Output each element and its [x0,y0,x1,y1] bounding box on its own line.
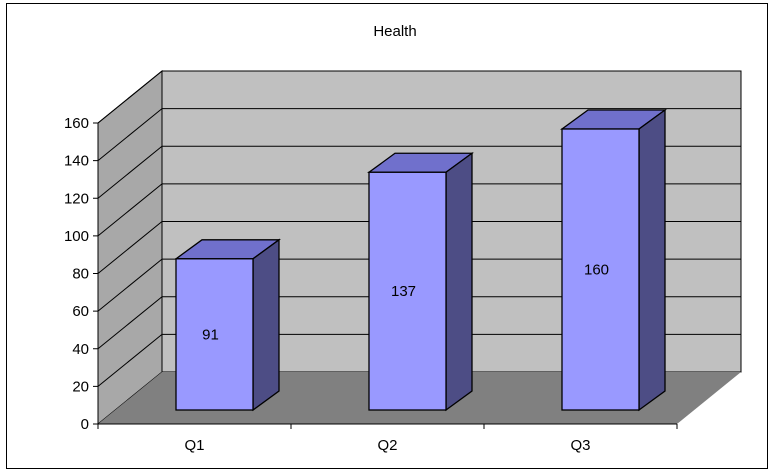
bar-side [638,108,666,412]
bar [561,128,640,411]
data-label: 160 [584,262,609,279]
y-tick-label: 120 [64,190,89,207]
y-tick-label: 0 [81,416,89,433]
gridline-side [97,296,163,350]
y-tick-label: 100 [64,228,89,245]
y-tick-label: 160 [64,115,89,132]
y-tick-label: 40 [72,341,89,358]
gridline-side [97,108,163,162]
data-label: 91 [202,326,219,343]
y-tick-label: 80 [72,266,89,283]
y-tick-label: 20 [72,378,89,395]
gridline-side [97,333,163,387]
bar [175,258,254,411]
gridline-side [97,145,163,199]
data-label: 137 [391,283,416,300]
bar-side [445,151,473,412]
gridline-side [97,70,163,124]
gridline-side [97,258,163,312]
gridline-side [97,183,163,237]
x-tick-label: Q3 [570,437,590,454]
bar-side [252,238,280,412]
y-tick-label: 140 [64,153,89,170]
chart-title: Health [373,23,416,40]
gridline-side [97,221,163,274]
y-tick-label: 60 [72,303,89,320]
x-tick-label: Q1 [184,437,204,454]
x-tick-label: Q2 [377,437,397,454]
bar [368,171,447,411]
